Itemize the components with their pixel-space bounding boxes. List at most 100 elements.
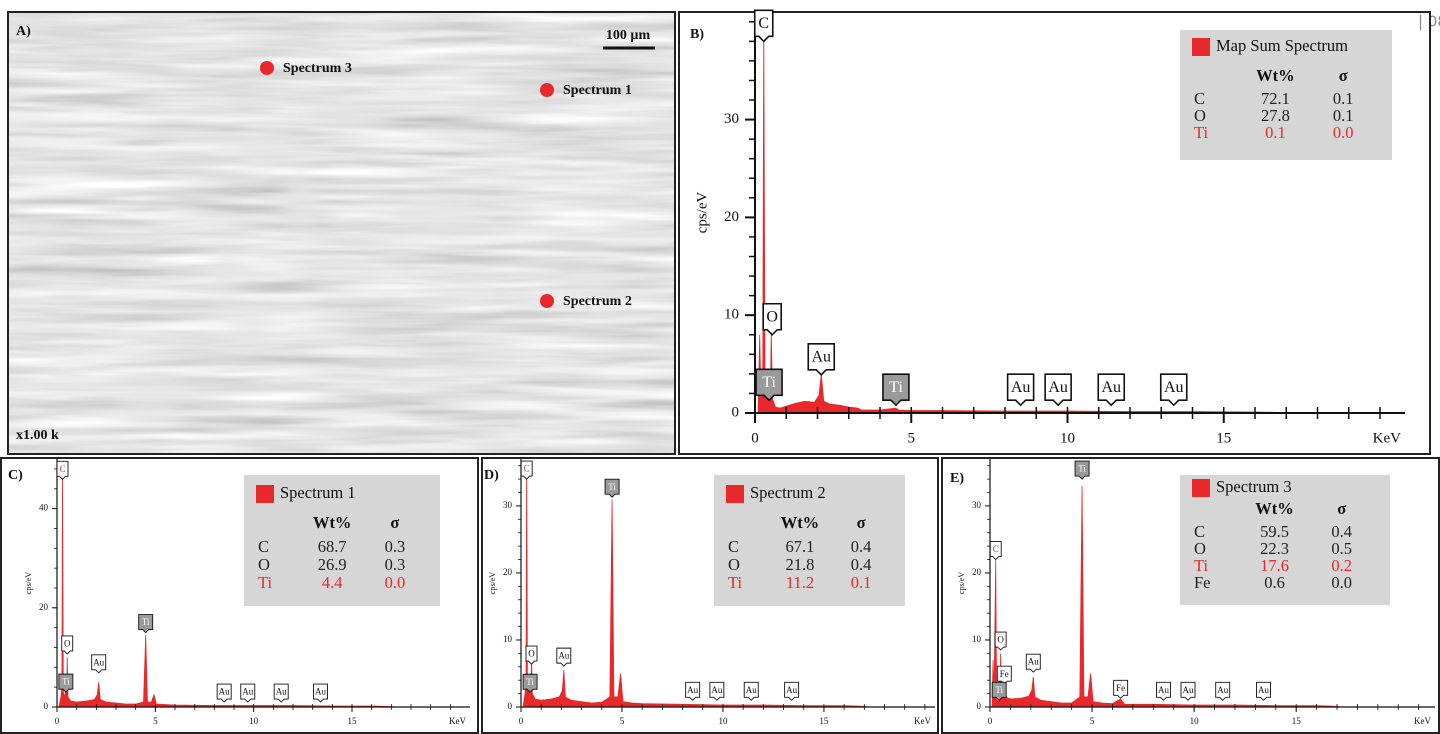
legend-element: O xyxy=(258,555,270,574)
peak-label-text: O xyxy=(528,649,535,659)
peak-label: Ti xyxy=(1075,461,1089,479)
legend-sigma: 0.0 xyxy=(385,573,406,592)
peak-label: O xyxy=(526,646,537,664)
peak-label: Au xyxy=(1216,682,1230,700)
peak-label-text: Au xyxy=(786,685,797,695)
x-tick-label: 5 xyxy=(620,716,625,726)
x-tick-label: 15 xyxy=(1216,430,1231,446)
legend-swatch xyxy=(726,485,744,503)
legend-sigma: 0.4 xyxy=(851,537,872,556)
legend-column-header: σ xyxy=(857,513,866,532)
peak-label-text: Au xyxy=(1048,379,1068,396)
legend-sigma: 0.0 xyxy=(1331,573,1352,592)
peak-label: C xyxy=(990,542,1001,560)
peak-label: Au xyxy=(785,682,799,700)
legend-wt: 26.9 xyxy=(318,555,347,574)
legend-element: C xyxy=(258,537,269,556)
y-tick-label: 0 xyxy=(508,701,513,711)
x-tick-label: 0 xyxy=(751,430,759,446)
y-tick-label: 0 xyxy=(977,701,982,711)
panel-label: D) xyxy=(484,468,499,483)
x-tick-label: 10 xyxy=(718,716,728,726)
peak-label: Au xyxy=(217,684,231,702)
legend-wt: 67.1 xyxy=(786,537,815,556)
peak-label: Au xyxy=(314,684,328,702)
legend-wt: 11.2 xyxy=(786,573,814,592)
peak-label: Au xyxy=(557,648,571,666)
x-tick-label: 10 xyxy=(249,716,259,726)
legend-column-header: Wt% xyxy=(781,513,820,532)
legend-column-header: Wt% xyxy=(313,513,352,532)
peak-label: Ti xyxy=(139,615,153,633)
peak-label-text: Ti xyxy=(995,685,1003,695)
peak-label-text: Au xyxy=(746,685,757,695)
x-axis-label: KeV xyxy=(914,716,931,726)
y-tick-label: 40 xyxy=(39,503,49,513)
spectrum-point xyxy=(540,294,554,308)
peak-label-text: Ti xyxy=(1078,464,1086,474)
y-axis-label: cps/eV xyxy=(488,572,497,594)
peak-label-text: O xyxy=(997,635,1004,645)
peak-label-text: Au xyxy=(1217,685,1228,695)
peak-label: O xyxy=(763,304,781,335)
peak-label: C xyxy=(521,461,532,479)
legend-element: Ti xyxy=(1194,123,1208,142)
y-tick-label: 0 xyxy=(732,404,740,420)
y-tick-label: 20 xyxy=(39,602,49,612)
x-tick-label: 15 xyxy=(819,716,829,726)
legend-column-header: σ xyxy=(1337,499,1346,518)
panel-label: C) xyxy=(8,468,23,483)
peak-label: Au xyxy=(1045,374,1071,405)
legend-element: O xyxy=(728,555,740,574)
peak-label-text: Ti xyxy=(62,677,70,687)
peak-label: Au xyxy=(1157,682,1171,700)
legend-title: Spectrum 2 xyxy=(750,483,826,502)
peak-label-text: C xyxy=(524,464,530,474)
peak-label-text: Au xyxy=(1164,379,1184,396)
peak-label: C xyxy=(57,461,68,479)
peak-label-text: Ti xyxy=(608,482,616,492)
peak-label: Ti xyxy=(523,674,537,692)
peak-label: Au xyxy=(1181,682,1195,700)
peak-label-text: Ti xyxy=(526,677,534,687)
x-tick-label: 0 xyxy=(55,716,60,726)
spectrum-point xyxy=(540,83,554,97)
peak-label-text: Au xyxy=(276,687,287,697)
peak-label-text: C xyxy=(59,464,65,474)
peak-label: Au xyxy=(686,682,700,700)
legend-swatch xyxy=(1192,38,1210,56)
legend-element: Ti xyxy=(258,573,272,592)
peak-label-text: C xyxy=(758,15,769,32)
peak-label: Au xyxy=(1026,654,1040,672)
legend-sigma: 0.0 xyxy=(1333,123,1354,142)
legend-element: C xyxy=(728,537,739,556)
x-tick-label: 0 xyxy=(519,716,524,726)
peak-label-text: Au xyxy=(1183,685,1194,695)
y-axis-label: cps/eV xyxy=(24,572,33,594)
peak-label-text: Au xyxy=(558,651,569,661)
x-tick-label: 5 xyxy=(1090,716,1095,726)
magnification: x1.00 k xyxy=(16,428,59,443)
panel-label: B) xyxy=(690,27,704,42)
peak-label-text: Au xyxy=(219,687,230,697)
y-tick-label: 20 xyxy=(724,209,739,225)
spectrum-point xyxy=(260,61,274,75)
peak-label-text: Fe xyxy=(1116,683,1125,693)
peak-label: Au xyxy=(241,684,255,702)
x-tick-label: 5 xyxy=(908,430,916,446)
peak-label-text: Ti xyxy=(889,379,903,396)
peak-label: O xyxy=(62,636,73,654)
legend-title: Map Sum Spectrum xyxy=(1216,36,1348,55)
y-tick-label: 10 xyxy=(724,307,739,323)
x-axis-label: KeV xyxy=(1373,430,1401,446)
legend-wt: 0.1 xyxy=(1265,123,1286,142)
peak-label: Au xyxy=(92,655,106,673)
peak-label-text: O xyxy=(766,308,778,325)
peak-label-text: Ti xyxy=(142,617,150,627)
legend-sigma: 0.3 xyxy=(385,555,406,574)
peak-label: Au xyxy=(1161,374,1187,405)
peak-label-text: Au xyxy=(1258,685,1269,695)
peak-label: Fe xyxy=(997,666,1011,684)
figure-page: A) 100 µm x1.00 k | 08 Spectrum 3Spectru… xyxy=(0,0,1440,734)
legend-wt: 4.4 xyxy=(322,573,343,592)
